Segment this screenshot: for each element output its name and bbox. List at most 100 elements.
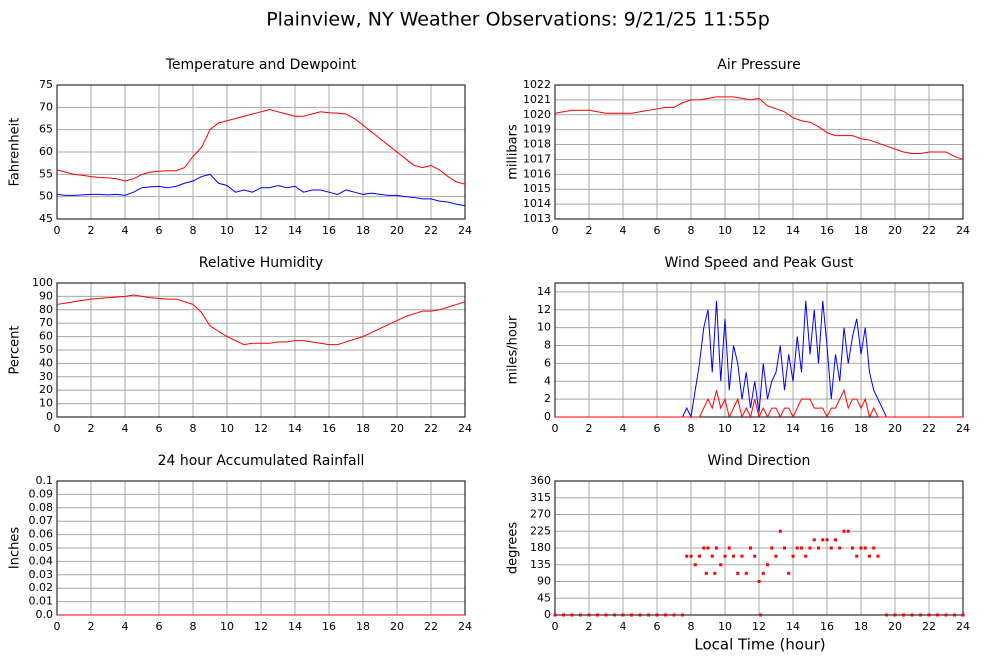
x-tick-label: 18	[854, 224, 868, 237]
data-point	[804, 554, 808, 558]
x-tick-label: 22	[922, 620, 936, 633]
x-tick-label: 16	[322, 422, 336, 435]
x-tick-label: 16	[820, 620, 834, 633]
data-point	[885, 613, 888, 617]
data-point	[681, 613, 684, 617]
x-tick-label: 6	[654, 620, 661, 633]
x-tick-label: 2	[586, 620, 593, 633]
y-tick-label: 0	[46, 410, 53, 423]
x-tick-label: 22	[424, 422, 438, 435]
data-point	[851, 546, 854, 550]
x-tick-label: 20	[390, 620, 404, 633]
x-tick-label: 12	[254, 620, 268, 633]
y-tick-label: 1016	[523, 167, 551, 180]
x-tick-label: 4	[122, 422, 129, 435]
y-tick-label: 225	[530, 524, 551, 537]
data-point	[761, 571, 765, 575]
x-tick-label: 20	[390, 422, 404, 435]
panel-title: 24 hour Accumulated Rainfall	[158, 453, 365, 469]
x-tick-label: 16	[820, 224, 834, 237]
data-point	[759, 613, 763, 617]
data-point	[846, 529, 850, 533]
x-tick-label: 14	[288, 224, 302, 237]
data-point	[579, 613, 582, 617]
x-tick-label: 6	[156, 620, 163, 633]
x-tick-label: 8	[190, 620, 197, 633]
y-tick-label: 270	[530, 508, 551, 521]
data-point	[621, 613, 625, 617]
x-tick-label: 12	[254, 422, 268, 435]
x-tick-label: 18	[854, 620, 868, 633]
x-tick-label: 4	[620, 224, 627, 237]
panel-title: Wind Direction	[708, 453, 811, 469]
y-tick-label: 0	[544, 410, 551, 423]
y-tick-label: 0.08	[29, 501, 54, 514]
data-point	[808, 546, 812, 550]
x-tick-label: 20	[390, 224, 404, 237]
x-tick-label: 22	[922, 422, 936, 435]
plot-frame	[56, 84, 466, 220]
y-tick-label: 2	[544, 392, 551, 405]
panel-title: Wind Speed and Peak Gust	[665, 255, 854, 271]
x-tick-label: 8	[688, 620, 695, 633]
y-axis-label: Fahrenheit	[8, 118, 23, 187]
y-tick-label: 0.1	[36, 474, 54, 487]
y-tick-label: 1021	[523, 93, 551, 106]
plot-frame	[554, 480, 964, 616]
data-line	[554, 96, 964, 160]
data-point	[702, 546, 706, 550]
data-point	[562, 613, 565, 617]
x-tick-label: 8	[688, 224, 695, 237]
data-point	[821, 538, 825, 542]
y-tick-label: 0.09	[29, 487, 54, 500]
x-tick-label: 14	[786, 422, 800, 435]
x-tick-label: 2	[586, 224, 593, 237]
x-tick-label: 16	[820, 422, 834, 435]
y-tick-label: 1018	[523, 138, 551, 151]
data-point	[638, 613, 642, 617]
data-point	[689, 554, 693, 558]
y-tick-label: 30	[39, 370, 53, 383]
y-tick-label: 1022	[523, 78, 551, 91]
y-tick-label: 80	[39, 303, 53, 316]
x-tick-label: 12	[254, 224, 268, 237]
x-tick-label: 10	[718, 620, 732, 633]
x-tick-label: 6	[654, 224, 661, 237]
x-tick-label: 18	[854, 422, 868, 435]
data-line	[56, 173, 466, 207]
data-point	[749, 546, 752, 550]
x-tick-label: 0	[552, 620, 559, 633]
y-tick-label: 1014	[523, 197, 551, 210]
y-tick-label: 315	[530, 491, 551, 504]
data-point	[766, 563, 769, 567]
data-point	[770, 546, 774, 550]
x-tick-label: 24	[458, 620, 472, 633]
y-tick-label: 90	[537, 575, 551, 588]
y-axis-label: degrees	[506, 522, 521, 575]
y-tick-label: 1013	[523, 212, 551, 225]
y-tick-label: 1019	[523, 123, 551, 136]
y-tick-label: 0.06	[29, 528, 54, 541]
y-tick-label: 135	[530, 558, 551, 571]
x-tick-label: 6	[156, 224, 163, 237]
panel-title: Air Pressure	[717, 57, 800, 73]
x-tick-label: 6	[156, 422, 163, 435]
data-point	[727, 546, 731, 550]
data-point	[834, 538, 837, 542]
data-point	[713, 571, 717, 575]
x-tick-label: 0	[552, 422, 559, 435]
y-tick-label: 65	[39, 123, 53, 136]
x-tick-label: 4	[620, 422, 627, 435]
x-tick-label: 0	[54, 224, 61, 237]
data-point	[698, 554, 701, 558]
y-tick-label: 50	[39, 190, 53, 203]
y-tick-label: 4	[544, 374, 551, 387]
y-tick-label: 0.07	[29, 514, 54, 527]
data-point	[774, 554, 778, 558]
x-tick-label: 24	[458, 422, 472, 435]
x-tick-label: 24	[956, 422, 970, 435]
data-point	[706, 546, 710, 550]
data-point	[732, 554, 735, 558]
